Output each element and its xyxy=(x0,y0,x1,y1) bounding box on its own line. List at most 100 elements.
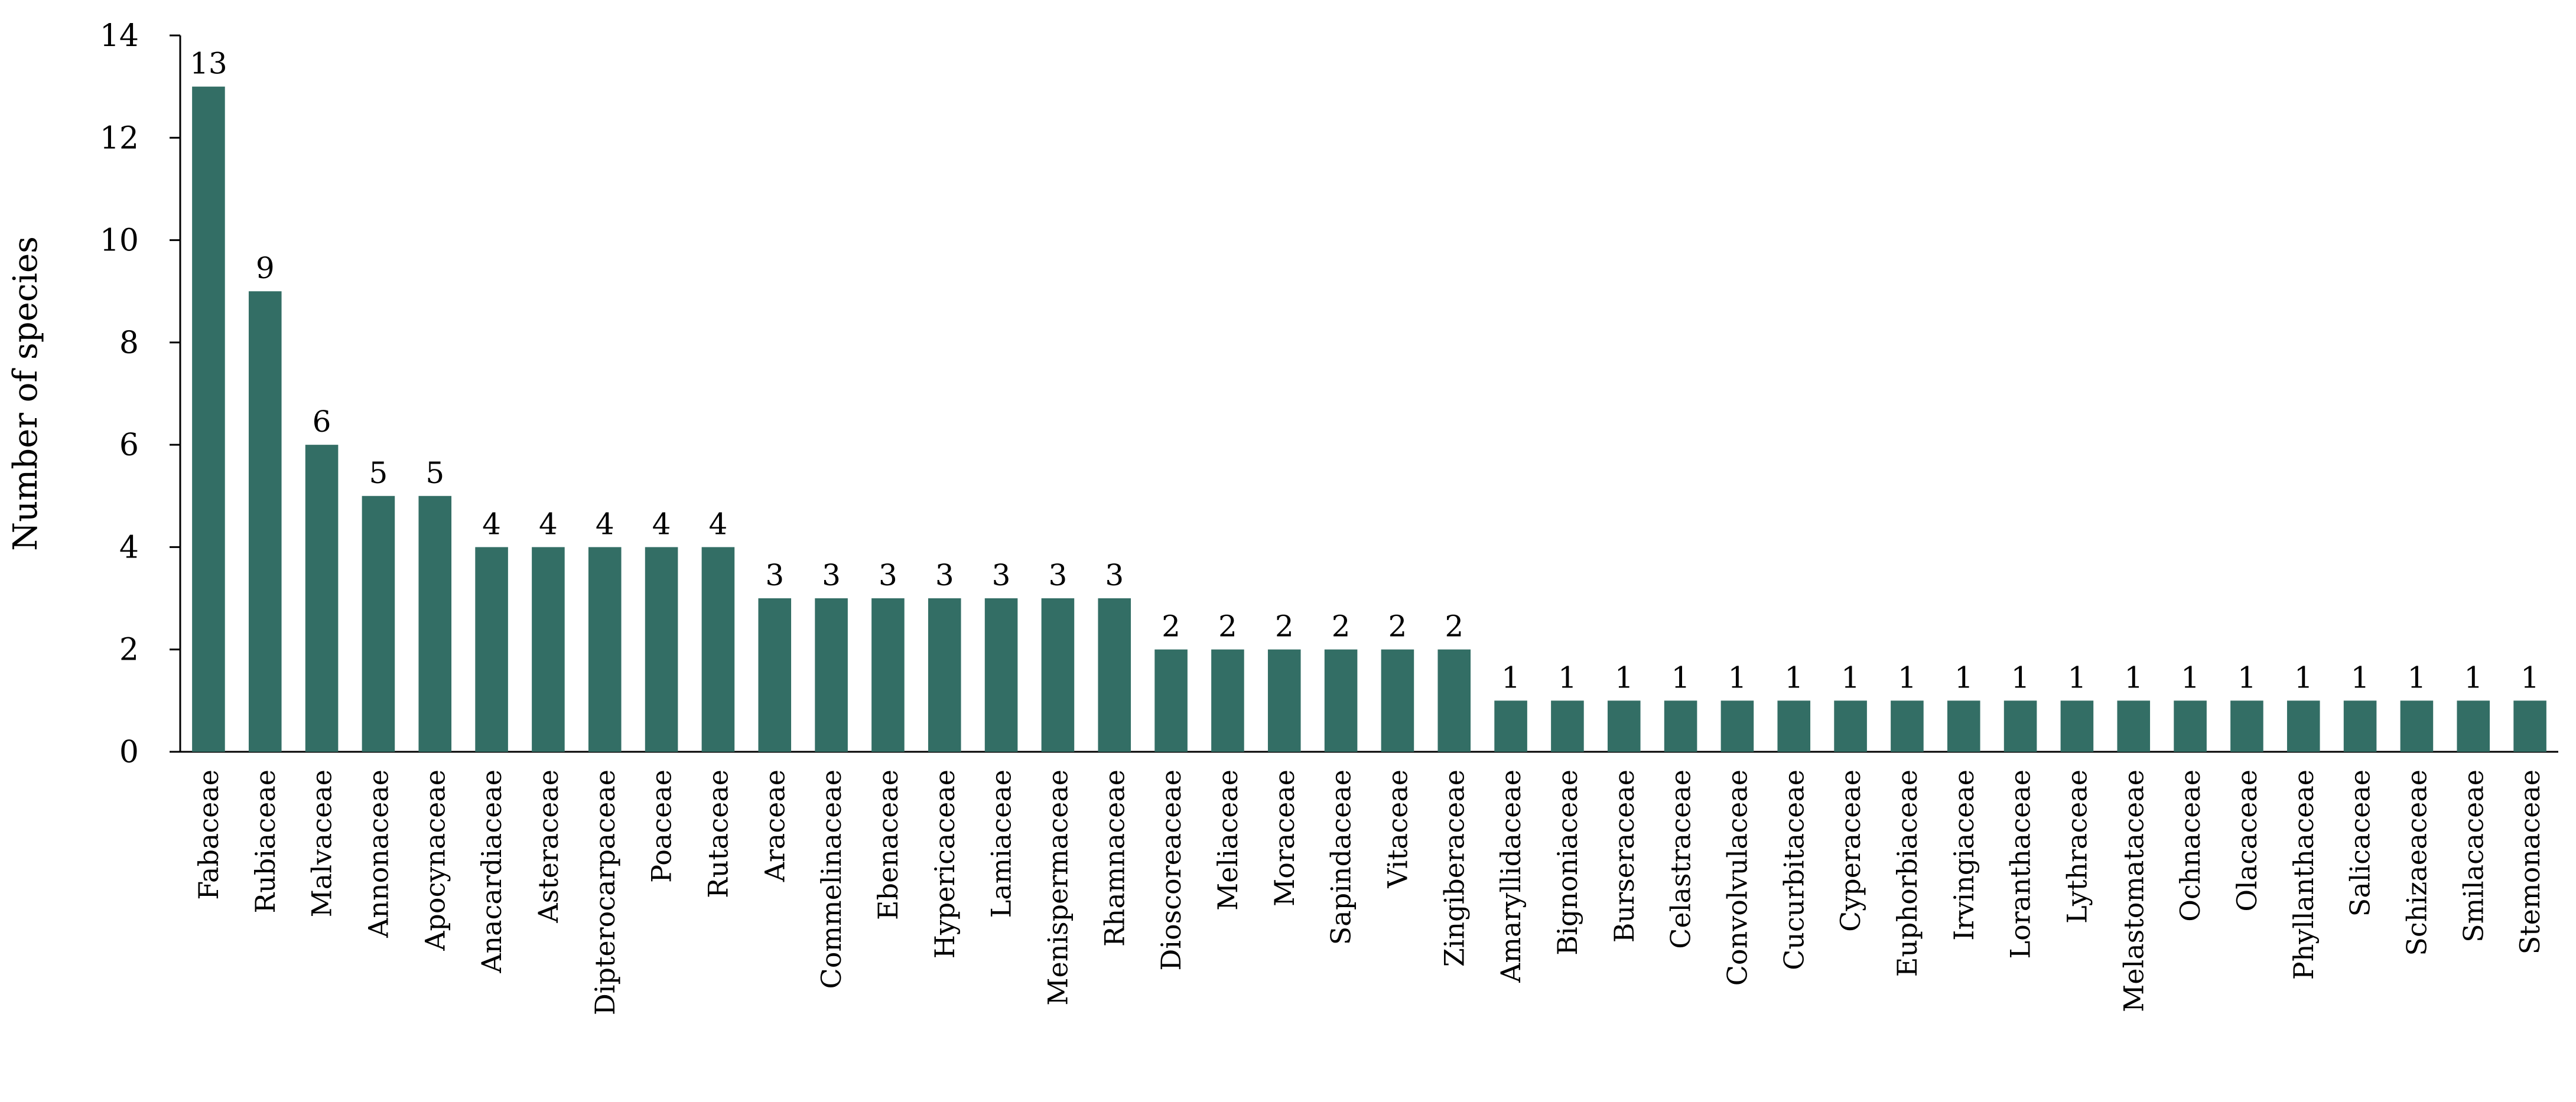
bar-burseraceae xyxy=(1607,700,1641,752)
bar-hypericaceae xyxy=(928,598,961,752)
x-tick-label-menispermaceae: Menispermaceae xyxy=(1042,770,1074,1006)
data-label-rutaceae: 4 xyxy=(709,507,728,541)
x-tick-label-dioscoreaceae: Dioscoreaceae xyxy=(1155,770,1187,971)
x-tick-label-poaceae: Poaceae xyxy=(646,770,678,883)
data-label-meliaceae: 2 xyxy=(1218,609,1237,644)
bar-dipterocarpaceae xyxy=(588,547,622,752)
data-label-asteraceae: 4 xyxy=(539,507,558,541)
data-label-olacaceae: 1 xyxy=(2237,660,2256,695)
x-tick-label-apocynaceae: Apocynaceae xyxy=(419,770,451,951)
bar-amaryllidaceae xyxy=(1494,700,1527,752)
x-tick-label-lythraceae: Lythraceae xyxy=(2061,770,2093,924)
data-label-menispermaceae: 3 xyxy=(1049,558,1068,592)
data-label-apocynaceae: 5 xyxy=(425,456,444,490)
bar-convolvulaceae xyxy=(1720,700,1754,752)
x-tick-label-hypericaceae: Hypericaceae xyxy=(929,770,961,958)
x-tick-label-stemonaceae: Stemonaceae xyxy=(2514,770,2546,954)
bar-cyperaceae xyxy=(1834,700,1867,752)
x-tick-label-burseraceae: Burseraceae xyxy=(1608,770,1640,943)
x-tick-label-rubiaceae: Rubiaceae xyxy=(249,770,281,913)
data-label-moraceae: 2 xyxy=(1275,609,1294,644)
data-label-stemonaceae: 1 xyxy=(2520,660,2539,695)
data-label-smilacaceae: 1 xyxy=(2464,660,2483,695)
x-tick-label-salicaceae: Salicaceae xyxy=(2344,770,2376,917)
x-tick-label-moraceae: Moraceae xyxy=(1269,770,1300,907)
bar-asteraceae xyxy=(532,547,565,752)
x-tick-label-smilacaceae: Smilacaceae xyxy=(2457,770,2489,943)
data-label-rubiaceae: 9 xyxy=(256,251,275,285)
y-tick-label: 6 xyxy=(119,428,139,463)
bar-lythraceae xyxy=(2060,700,2094,752)
x-tick-label-commelinaceae: Commelinaceae xyxy=(815,770,847,989)
bar-lamiaceae xyxy=(984,598,1018,752)
x-tick-label-loranthaceae: Loranthaceae xyxy=(2005,770,2037,958)
bar-cucurbitaceae xyxy=(1777,700,1811,752)
bar-rhamnaceae xyxy=(1098,598,1131,752)
bar-zingiberaceae xyxy=(1437,649,1471,752)
bar-smilacaceae xyxy=(2457,700,2490,752)
data-label-salicaceae: 1 xyxy=(2351,660,2370,695)
x-tick-label-euphorbiaceae: Euphorbiaceae xyxy=(1891,770,1923,977)
x-tick-label-melastomataceae: Melastomataceae xyxy=(2118,770,2149,1012)
data-label-fabaceae: 13 xyxy=(190,47,227,81)
y-tick-label: 12 xyxy=(100,120,139,156)
x-tick-label-convolvulaceae: Convolvulaceae xyxy=(1721,770,1753,986)
bar-olacaceae xyxy=(2230,700,2263,752)
x-tick-label-cucurbitaceae: Cucurbitaceae xyxy=(1778,770,1810,970)
y-tick-label: 10 xyxy=(100,223,139,259)
data-label-euphorbiaceae: 1 xyxy=(1898,660,1917,695)
bar-dioscoreaceae xyxy=(1154,649,1188,752)
bar-menispermaceae xyxy=(1041,598,1075,752)
data-label-annonaceae: 5 xyxy=(369,456,388,490)
data-label-zingiberaceae: 2 xyxy=(1445,609,1463,644)
x-tick-label-dipterocarpaceae: Dipterocarpaceae xyxy=(589,770,621,1015)
data-label-irvingiaceae: 1 xyxy=(1954,660,1973,695)
data-label-amaryllidaceae: 1 xyxy=(1501,660,1520,695)
bar-malvaceae xyxy=(305,445,339,752)
x-tick-label-ochnaceae: Ochnaceae xyxy=(2174,770,2206,922)
data-label-lamiaceae: 3 xyxy=(992,558,1011,592)
data-label-melastomataceae: 1 xyxy=(2124,660,2143,695)
bar-anacardiaceae xyxy=(475,547,508,752)
bar-poaceae xyxy=(645,547,678,752)
data-label-bignoniaceae: 1 xyxy=(1558,660,1577,695)
x-tick-label-olacaceae: Olacaceae xyxy=(2231,770,2263,912)
x-tick-label-rutaceae: Rutaceae xyxy=(702,770,734,898)
bar-annonaceae xyxy=(362,495,395,752)
data-label-cucurbitaceae: 1 xyxy=(1784,660,1803,695)
data-label-poaceae: 4 xyxy=(652,507,671,541)
data-label-malvaceae: 6 xyxy=(313,405,331,439)
y-tick-label: 0 xyxy=(119,735,139,770)
data-label-commelinaceae: 3 xyxy=(822,558,841,592)
data-label-cyperaceae: 1 xyxy=(1841,660,1860,695)
data-label-convolvulaceae: 1 xyxy=(1728,660,1747,695)
x-tick-label-zingiberaceae: Zingiberaceae xyxy=(1438,770,1470,967)
data-label-phyllanthaceae: 1 xyxy=(2294,660,2313,695)
data-label-anacardiaceae: 4 xyxy=(482,507,501,541)
bar-euphorbiaceae xyxy=(1891,700,1924,752)
x-tick-label-phyllanthaceae: Phyllanthaceae xyxy=(2288,770,2320,980)
data-label-celastraceae: 1 xyxy=(1671,660,1690,695)
x-tick-label-amaryllidaceae: Amaryllidaceae xyxy=(1495,770,1527,983)
bar-schizaeaceae xyxy=(2400,700,2434,752)
x-tick-label-annonaceae: Annonaceae xyxy=(362,770,394,938)
bar-ochnaceae xyxy=(2174,700,2207,752)
x-tick-label-anacardiaceae: Anacardiaceae xyxy=(476,770,508,974)
x-tick-label-bignoniaceae: Bignoniaceae xyxy=(1552,770,1583,956)
x-tick-label-fabaceae: Fabaceae xyxy=(193,770,225,900)
bar-vitaceae xyxy=(1381,649,1414,752)
data-label-lythraceae: 1 xyxy=(2068,660,2087,695)
data-label-vitaceae: 2 xyxy=(1388,609,1407,644)
x-tick-label-meliaceae: Meliaceae xyxy=(1212,770,1244,911)
x-tick-label-celastraceae: Celastraceae xyxy=(1665,770,1697,949)
bar-ebenaceae xyxy=(871,598,905,752)
bar-sapindaceae xyxy=(1324,649,1358,752)
bar-rubiaceae xyxy=(248,291,282,752)
bar-apocynaceae xyxy=(418,495,452,752)
x-tick-label-araceae: Araceae xyxy=(759,770,791,882)
data-label-burseraceae: 1 xyxy=(1615,660,1634,695)
x-tick-label-asteraceae: Asteraceae xyxy=(532,770,564,924)
bar-loranthaceae xyxy=(2003,700,2037,752)
